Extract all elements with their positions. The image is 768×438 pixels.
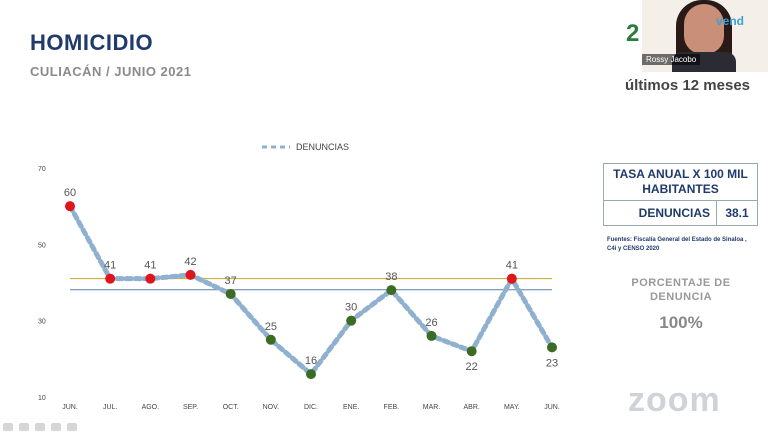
data-point [547,342,557,353]
data-label: 60 [64,187,76,199]
x-tick-label: JUN. [544,404,560,411]
y-tick-label: 30 [38,319,46,326]
data-label: 30 [345,302,357,314]
percentage-value: 100% [659,313,703,332]
sources-note: Fuentes: Fiscalía General del Estado de … [607,237,747,252]
data-label: 41 [104,260,116,272]
data-point [265,334,276,345]
legend-label: DENUNCIAS [296,142,349,152]
percentage-label: PORCENTAJE DE DENUNCIA [631,277,731,303]
page-title: HOMICIDIO [30,30,154,55]
data-label: 37 [225,275,237,287]
zoom-watermark: zoom [628,381,721,419]
toolbar-icon[interactable] [19,423,29,431]
data-point [426,330,437,341]
person-face [684,4,724,54]
rate-table: TASA ANUAL X 100 MIL HABITANTES DENUNCIA… [603,163,758,226]
data-point [225,288,236,299]
data-point [145,273,156,284]
webcam-video: vend Rossy Jacobo [642,0,768,72]
toolbar-icon[interactable] [67,423,77,431]
x-tick-label: AGO. [142,404,160,411]
x-tick-label: ENE. [343,404,359,411]
data-point [105,273,116,284]
data-label: 41 [144,260,156,272]
data-label: 16 [305,355,317,367]
data-label: 42 [184,256,196,268]
data-label: 25 [265,321,277,333]
x-tick-label: OCT. [223,404,239,411]
data-label: 41 [506,260,518,272]
data-point [386,285,397,296]
toolbar-icon[interactable] [35,423,45,431]
data-point [65,201,75,212]
x-tick-label: MAR. [423,404,441,411]
x-tick-label: ABR. [463,404,479,411]
reduction-number: 2 [626,20,640,47]
x-tick-label: JUL. [103,404,117,411]
page-subtitle: CULIACÁN / JUNIO 2021 [30,64,192,79]
reduction-line-2: últimos 12 meses [624,77,750,94]
x-tick-label: SEP. [183,404,198,411]
x-tick-label: MAY. [504,404,520,411]
data-label: 22 [466,361,478,373]
rate-label: DENUNCIAS [604,201,717,225]
rate-value: 38.1 [725,206,749,220]
data-label: 23 [546,357,558,369]
data-point [306,369,316,380]
x-tick-label: DIC. [304,404,318,411]
y-tick-label: 70 [38,166,46,173]
x-tick-label: NOV. [263,404,280,411]
background-logo: vend [716,14,745,28]
data-point [346,315,357,326]
toolbar-icon[interactable] [51,423,61,431]
data-label: 26 [425,317,437,329]
x-tick-label: FEB. [384,404,400,411]
rate-table-row: DENUNCIAS 38.1 [604,201,757,225]
participant-name-tag: Rossy Jacobo [642,54,701,65]
bottom-toolbar[interactable] [0,420,120,432]
rate-table-header: TASA ANUAL X 100 MIL HABITANTES [604,164,757,201]
y-tick-label: 50 [38,242,46,249]
data-point [185,269,196,280]
data-label: 38 [385,271,397,283]
data-point [466,346,477,357]
y-tick-label: 10 [38,395,46,402]
data-point [506,273,517,284]
chart-plot: 70 50 30 10 JUN. JUL. AGO. SEP. OCT. NOV. DIC. ENE.… [38,142,560,411]
toolbar-icon[interactable] [3,423,13,431]
x-tick-label: JUN. [62,404,78,411]
